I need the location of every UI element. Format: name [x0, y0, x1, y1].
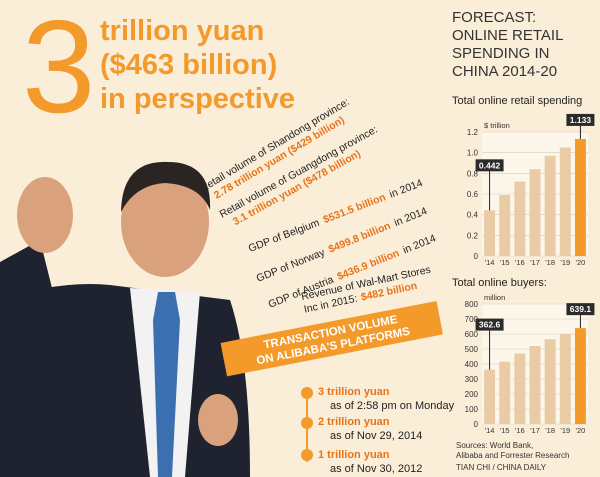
bar [529, 169, 541, 256]
y-tick-label: 700 [465, 315, 479, 324]
timeline-amount: 3 trillion yuan [318, 386, 390, 398]
x-tick-label: '19 [560, 426, 570, 435]
value-label: 1.133 [570, 115, 592, 125]
y-tick-label: 0.6 [467, 190, 479, 199]
headline-number: 3 [22, 0, 95, 140]
x-tick-label: '16 [515, 426, 525, 435]
timeline-dot [301, 417, 313, 429]
y-axis-label: million [484, 293, 505, 302]
x-tick-label: '15 [500, 258, 510, 267]
y-tick-label: 0.4 [467, 211, 479, 220]
value-label-box [566, 303, 595, 316]
face [121, 167, 209, 277]
timeline-dot [301, 449, 313, 461]
x-tick-label: '17 [530, 426, 540, 435]
forecast-heading: CHINA 2014-20 [452, 63, 557, 80]
bar [559, 334, 571, 424]
arm [0, 240, 55, 320]
timeline-banner [220, 300, 443, 377]
value-label-box [566, 113, 595, 126]
timeline-date: as of 2:58 pm on Monday [330, 400, 455, 412]
forecast-heading: FORECAST: [452, 9, 536, 26]
y-tick-label: 0.8 [467, 169, 479, 178]
y-axis-label: $ trillion [484, 121, 510, 130]
y-tick-label: 1.0 [467, 149, 479, 158]
x-tick-label: '16 [515, 258, 525, 267]
suit [0, 284, 250, 477]
x-tick-label: '18 [545, 426, 555, 435]
bar [484, 210, 496, 256]
forecast-heading: ONLINE RETAIL [452, 27, 563, 44]
x-tick-label: '19 [560, 258, 570, 267]
bar [544, 339, 556, 424]
person [0, 161, 250, 477]
chart-title: Total online buyers: [452, 277, 547, 289]
credit: TIAN CHI / CHINA DAILY [456, 463, 547, 472]
x-tick-label: '14 [485, 258, 495, 267]
value-label: 639.1 [570, 304, 592, 314]
bar [529, 346, 541, 424]
fist [198, 394, 238, 446]
y-tick-label: 0.2 [467, 231, 479, 240]
y-tick-label: 0 [474, 420, 479, 429]
sources: Alibaba and Forrester Research [456, 451, 569, 460]
x-tick-label: '20 [576, 426, 586, 435]
tie [153, 292, 180, 477]
x-tick-label: '14 [485, 426, 495, 435]
x-tick-label: '17 [530, 258, 540, 267]
y-tick-label: 100 [465, 405, 479, 414]
hand [17, 177, 73, 253]
bar [514, 353, 526, 424]
bar [574, 138, 586, 256]
y-tick-label: 0 [474, 252, 479, 261]
x-tick-label: '15 [500, 426, 510, 435]
y-tick-label: 600 [465, 330, 479, 339]
value-label-box [475, 159, 504, 172]
y-tick-label: 400 [465, 360, 479, 369]
bar [559, 147, 571, 256]
bar [499, 361, 511, 424]
y-tick-label: 200 [465, 390, 479, 399]
timeline-amount: 2 trillion yuan [318, 416, 390, 428]
bar [574, 328, 586, 424]
value-label: 362.6 [479, 320, 501, 330]
bar [514, 181, 526, 256]
bar [484, 369, 496, 424]
timeline-date: as of Nov 29, 2014 [330, 430, 422, 442]
headline-line: in perspective [100, 83, 295, 115]
y-tick-label: 1.2 [467, 128, 479, 137]
bar [499, 195, 511, 256]
x-tick-label: '20 [576, 258, 586, 267]
y-tick-label: 800 [465, 300, 479, 309]
x-tick-label: '18 [545, 258, 555, 267]
sources: Sources: World Bank, [456, 441, 533, 450]
value-label: 0.442 [479, 160, 501, 170]
headline-line: trillion yuan [100, 15, 264, 47]
bar [544, 155, 556, 256]
y-tick-label: 300 [465, 375, 479, 384]
hair [121, 161, 211, 212]
headline-line: ($463 billion) [100, 49, 277, 81]
timeline-dot [301, 387, 313, 399]
value-label-box [475, 318, 504, 331]
timeline-amount: 1 trillion yuan [318, 449, 390, 461]
timeline-date: as of Nov 30, 2012 [330, 463, 422, 475]
chart-title: Total online retail spending [452, 95, 582, 107]
forecast-heading: SPENDING IN [452, 45, 550, 62]
y-tick-label: 500 [465, 345, 479, 354]
